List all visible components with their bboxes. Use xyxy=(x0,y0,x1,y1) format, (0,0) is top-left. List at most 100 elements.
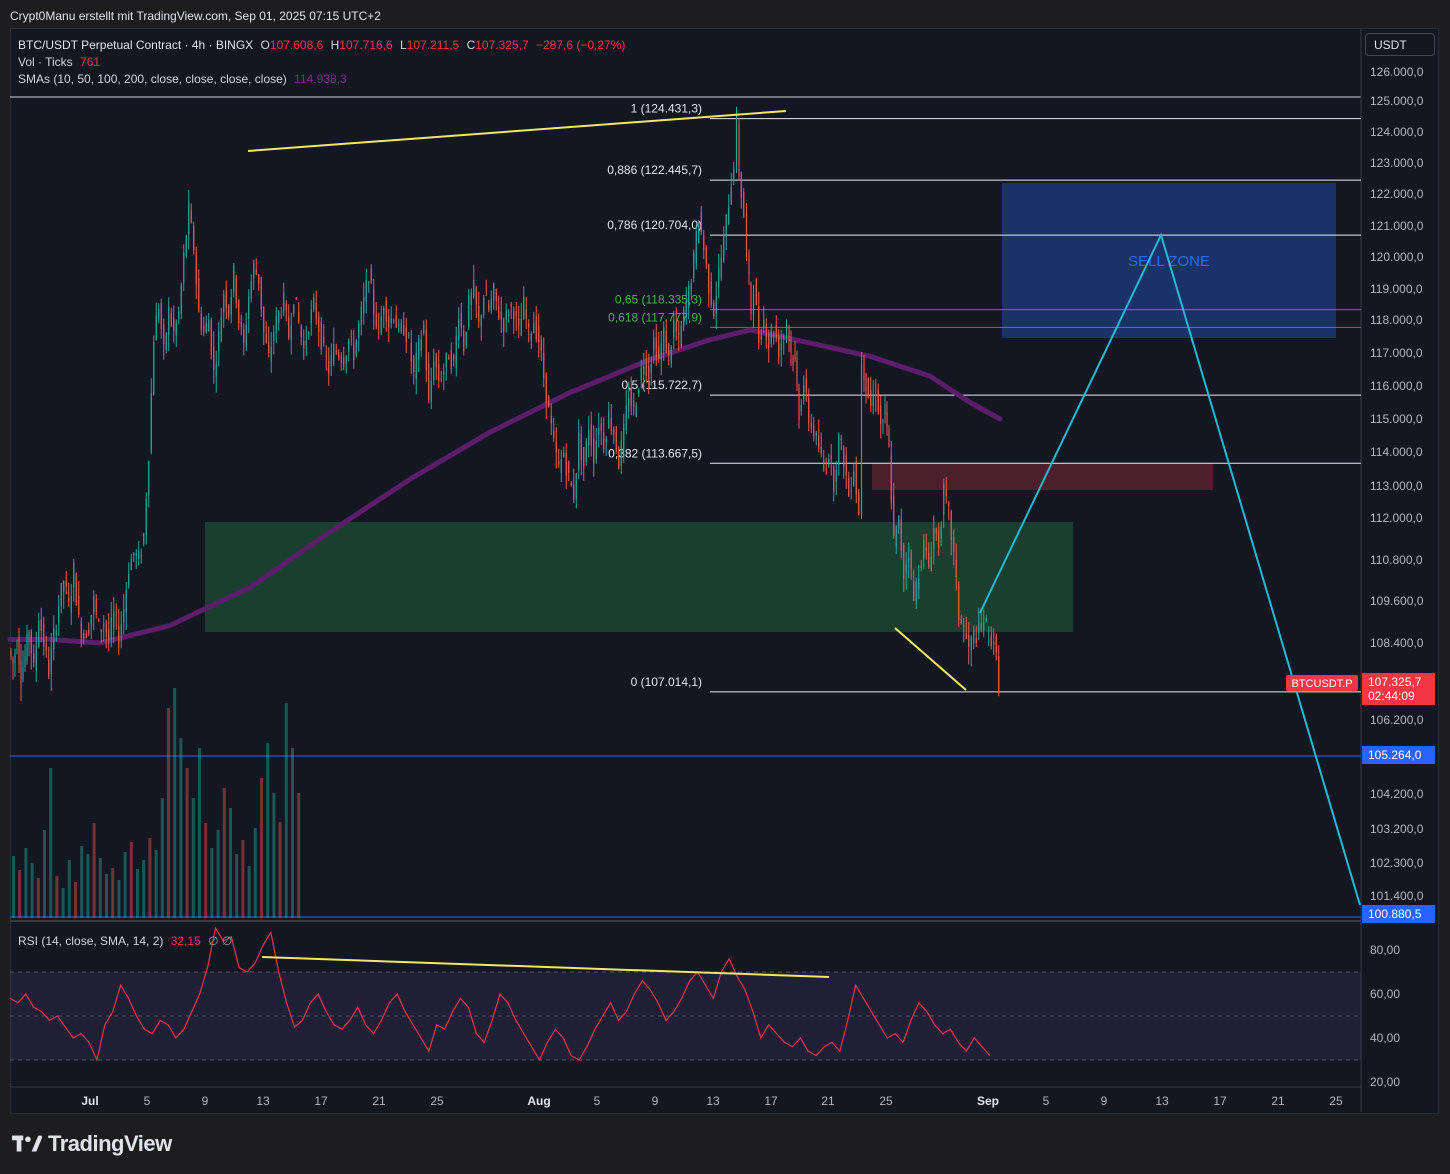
candle-body xyxy=(365,280,367,303)
candle-body xyxy=(518,318,520,326)
candle-body xyxy=(335,350,337,353)
candle-body xyxy=(668,343,670,355)
time-axis-tick: Sep xyxy=(977,1094,999,1108)
candle-body xyxy=(498,306,500,319)
candle-body xyxy=(103,624,105,627)
time-axis-tick: 13 xyxy=(706,1094,720,1108)
legend-close: 107.325,7 xyxy=(475,38,529,52)
candle-body xyxy=(285,303,287,311)
candle-body xyxy=(63,581,65,592)
legend-symbol[interactable]: BTC/USDT Perpetual Contract · 4h · BINGX xyxy=(18,38,254,52)
candle-body xyxy=(840,437,842,441)
candle-body xyxy=(665,330,667,353)
candle-body xyxy=(738,123,740,176)
candle-body xyxy=(480,315,482,327)
price-axis-tick: 108.400,0 xyxy=(1370,636,1424,650)
current-price-badge[interactable] xyxy=(1362,673,1435,705)
target-badge[interactable] xyxy=(1362,905,1435,923)
candle-body xyxy=(993,642,995,644)
current-price-text: 107.325,7 xyxy=(1368,675,1422,689)
legend-volume-row[interactable]: Vol · Ticks 761 xyxy=(18,55,104,69)
resistance-zone xyxy=(872,463,1213,490)
price-axis-tick: 125.000,0 xyxy=(1370,94,1424,108)
time-axis-tick: 21 xyxy=(372,1094,386,1108)
time-axis-tick: 25 xyxy=(430,1094,444,1108)
candle-body xyxy=(860,364,863,514)
candle-body xyxy=(638,390,640,394)
chart-credit: Crypt0Manu erstellt mit TradingView.com,… xyxy=(10,9,381,23)
candle-body xyxy=(12,657,14,665)
candle-body xyxy=(155,315,157,341)
candle-body xyxy=(575,473,577,498)
candle-body xyxy=(420,339,422,352)
candle-body xyxy=(760,335,762,340)
volume-bar xyxy=(36,878,40,918)
candle-body xyxy=(215,364,217,377)
candle-body xyxy=(910,552,912,570)
candle-body xyxy=(688,285,690,308)
candle-body xyxy=(508,312,510,316)
candle-body xyxy=(513,310,515,320)
currency-button[interactable]: USDT xyxy=(1365,33,1435,56)
price-axis-tick: 122.000,0 xyxy=(1370,187,1424,201)
tradingview-logo[interactable]: TradingView xyxy=(12,1131,172,1157)
candle-body xyxy=(108,629,110,640)
candle-body xyxy=(913,580,915,601)
time-axis-tick: 5 xyxy=(144,1094,151,1108)
candle-body xyxy=(423,325,425,333)
volume-bar xyxy=(12,856,15,918)
candle-body xyxy=(283,292,285,313)
candle-body xyxy=(930,556,932,572)
legend-rsi-row[interactable]: RSI (14, close, SMA, 14, 2) 32,15 ∅ ∅ xyxy=(18,934,236,948)
candle-body xyxy=(40,619,42,631)
candle-body xyxy=(380,316,382,334)
candle-body xyxy=(93,596,95,614)
candle-body xyxy=(180,284,182,314)
candle-body xyxy=(623,423,625,451)
candle-body xyxy=(110,617,112,640)
candle-body xyxy=(453,355,455,362)
candle-body xyxy=(438,363,440,382)
candle-body xyxy=(590,424,592,446)
candle-body xyxy=(886,412,888,428)
candle-body xyxy=(355,340,357,356)
volume-bar xyxy=(105,874,108,918)
candle-body xyxy=(140,554,142,557)
trendline-bottom xyxy=(894,627,967,691)
candle-body xyxy=(138,551,140,559)
price-axis-tick: 124.000,0 xyxy=(1370,125,1424,139)
time-axis-tick: 9 xyxy=(652,1094,659,1108)
candle-body xyxy=(403,325,405,335)
legend-sma-row[interactable]: SMAs (10, 50, 100, 200, close, close, cl… xyxy=(18,72,351,86)
volume-bar xyxy=(229,808,232,918)
candle-body xyxy=(798,388,800,420)
candle-body xyxy=(555,442,557,453)
volume-bar xyxy=(253,828,257,918)
level-badge[interactable] xyxy=(1362,746,1435,764)
volume-bar xyxy=(123,852,127,918)
candle-body xyxy=(823,460,825,469)
candle-body xyxy=(43,624,45,647)
price-axis-tick: 117.000,0 xyxy=(1370,346,1423,360)
candle-body xyxy=(867,378,869,398)
candle-body xyxy=(48,659,50,677)
candle-body xyxy=(120,624,122,635)
price-axis-tick: 116.000,0 xyxy=(1370,379,1423,393)
candle-body xyxy=(278,311,280,324)
candle-body xyxy=(578,432,580,470)
candle-body xyxy=(505,309,507,320)
candle-body xyxy=(145,498,147,536)
candle-body xyxy=(755,279,757,305)
volume-bar xyxy=(18,870,22,918)
candle-body xyxy=(240,321,242,327)
legend-sma-value: 114.938,3 xyxy=(294,72,347,86)
candle-body xyxy=(345,356,347,364)
rsi-axis-tick: 60,00 xyxy=(1370,987,1400,1001)
candle-body xyxy=(583,447,585,467)
candle-body xyxy=(20,660,22,685)
candle-body xyxy=(263,306,265,333)
candle-body xyxy=(448,356,450,360)
candle-body xyxy=(643,365,645,375)
candle-body xyxy=(455,335,457,369)
